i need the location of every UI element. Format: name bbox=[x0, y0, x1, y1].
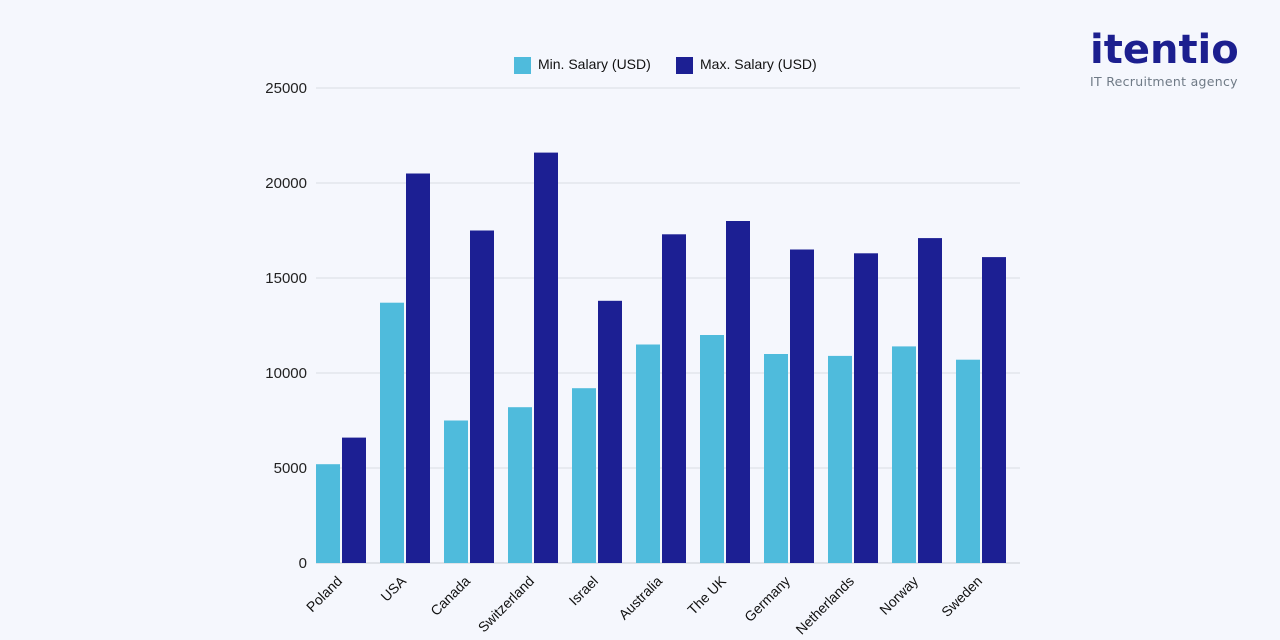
x-tick-label: Germany bbox=[741, 573, 793, 625]
bar-max-the-uk bbox=[726, 221, 750, 563]
x-tick-label: Israel bbox=[566, 573, 602, 609]
legend-label-max: Max. Salary (USD) bbox=[700, 56, 817, 72]
legend-label-min: Min. Salary (USD) bbox=[538, 56, 651, 72]
bar-max-sweden bbox=[982, 257, 1006, 563]
brand-logo: itentio IT Recruitment agency bbox=[1090, 30, 1260, 89]
bar-max-australia bbox=[662, 234, 686, 564]
y-tick-label: 0 bbox=[299, 555, 307, 572]
bar-min-israel bbox=[572, 388, 596, 563]
bar-min-usa bbox=[380, 302, 404, 563]
bar-min-the-uk bbox=[700, 335, 724, 563]
x-axis: Poland USA Canada Switzerland Israel Australi… bbox=[303, 572, 985, 637]
bar-max-switzerland bbox=[534, 152, 558, 563]
y-tick-label: 15000 bbox=[265, 270, 307, 287]
bar-min-canada bbox=[444, 420, 468, 563]
y-tick-label: 5000 bbox=[274, 460, 307, 477]
y-tick-label: 25000 bbox=[265, 80, 307, 97]
bars bbox=[316, 152, 1006, 564]
brand-name: itentio bbox=[1090, 27, 1239, 73]
bar-max-netherlands bbox=[854, 253, 878, 564]
bar-max-norway bbox=[918, 238, 942, 563]
bar-max-poland bbox=[342, 437, 366, 563]
bar-min-australia bbox=[636, 344, 660, 563]
y-axis: 0 5000 10000 15000 20000 25000 bbox=[265, 80, 307, 572]
bar-min-poland bbox=[316, 464, 340, 563]
brand-tagline: IT Recruitment agency bbox=[1090, 74, 1238, 89]
y-tick-label: 10000 bbox=[265, 365, 307, 382]
y-tick-label: 20000 bbox=[265, 175, 307, 192]
bar-max-usa bbox=[406, 173, 430, 563]
x-tick-label: The UK bbox=[684, 572, 729, 617]
bar-max-germany bbox=[790, 249, 814, 563]
legend: Min. Salary (USD) Max. Salary (USD) bbox=[514, 56, 817, 74]
x-tick-label: Sweden bbox=[938, 573, 985, 620]
bar-min-netherlands bbox=[828, 355, 852, 563]
x-tick-label: Netherlands bbox=[792, 573, 857, 638]
bar-max-canada bbox=[470, 230, 494, 563]
x-tick-label: Norway bbox=[876, 573, 921, 618]
x-tick-label: USA bbox=[377, 572, 409, 604]
bar-min-germany bbox=[764, 354, 788, 563]
bar-max-israel bbox=[598, 300, 622, 563]
bar-min-switzerland bbox=[508, 407, 532, 563]
legend-swatch-min bbox=[514, 57, 531, 74]
x-tick-label: Poland bbox=[303, 573, 345, 615]
x-tick-label: Canada bbox=[427, 573, 473, 619]
legend-swatch-max bbox=[676, 57, 693, 74]
bar-min-sweden bbox=[956, 359, 980, 563]
x-tick-label: Australia bbox=[615, 573, 665, 623]
bar-min-norway bbox=[892, 346, 916, 563]
x-tick-label: Switzerland bbox=[475, 573, 537, 635]
